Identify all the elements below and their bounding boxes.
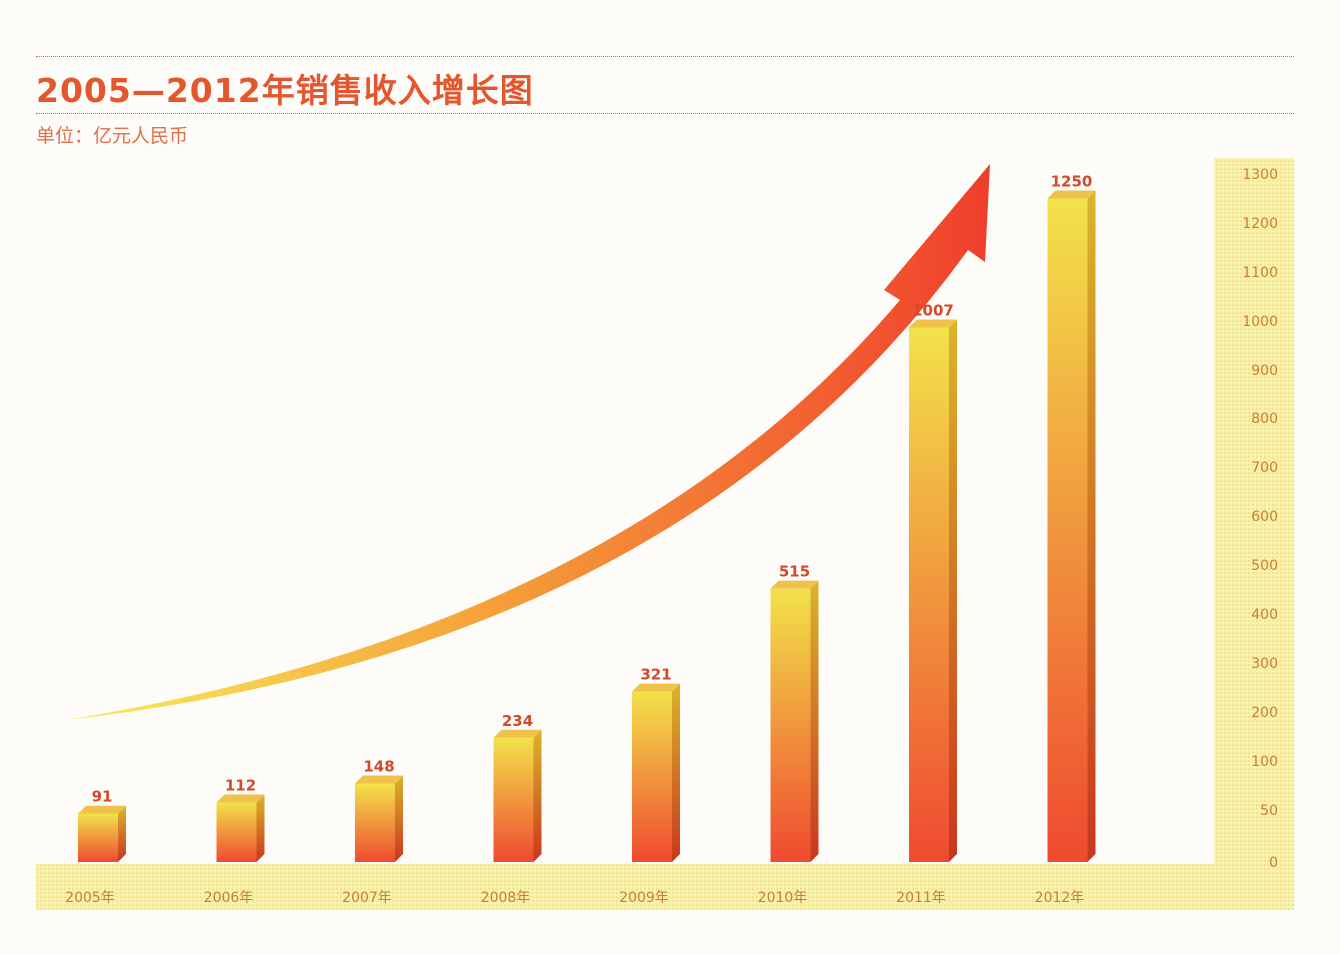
chart-title: 2005—2012年销售收入增长图 — [36, 71, 534, 110]
bar-2011年: 1007 — [909, 302, 957, 862]
x-tick-label: 2011年 — [896, 890, 946, 906]
bar-side — [395, 775, 403, 862]
bar-side — [533, 729, 542, 862]
title-bottom-rule — [36, 113, 1294, 114]
bar-side — [1087, 190, 1096, 863]
bar-top — [493, 729, 542, 738]
y-tick-label: 500 — [1251, 558, 1278, 574]
bar-side — [949, 319, 957, 862]
x-tick-label: 2005年 — [65, 890, 115, 906]
bar-2005年: 91 — [78, 788, 126, 862]
bar-top — [632, 683, 680, 692]
bar-2007年: 148 — [355, 757, 403, 862]
x-tick-label: 2007年 — [342, 890, 392, 906]
bar-value-label: 515 — [779, 563, 810, 581]
bar-value-label: 91 — [92, 788, 113, 806]
x-tick-label: 2009年 — [619, 890, 669, 906]
y-tick-label: 800 — [1251, 411, 1278, 427]
y-tick-label: 1200 — [1242, 216, 1278, 232]
unit-label: 单位：亿元人民币 — [36, 125, 189, 147]
x-tick-label: 2010年 — [758, 890, 808, 906]
trend-arrow — [66, 164, 990, 720]
bar-front — [909, 327, 949, 862]
y-tick-label: 600 — [1251, 509, 1278, 525]
x-tick-label: 2008年 — [481, 890, 531, 906]
y-tick-label: 700 — [1251, 460, 1278, 476]
bar-front — [78, 813, 118, 862]
y-tick-label: 200 — [1251, 705, 1278, 721]
y-tick-label: 300 — [1251, 656, 1278, 672]
bar-value-label: 1007 — [912, 302, 954, 320]
bar-front — [632, 691, 672, 862]
bar-side — [256, 794, 265, 862]
y-tick-label: 50 — [1260, 803, 1278, 819]
bar-2010年: 515 — [770, 563, 819, 862]
bar-top — [1047, 190, 1096, 199]
bar-top — [78, 805, 126, 814]
y-tick-label: 400 — [1251, 607, 1278, 623]
bar-top — [909, 319, 957, 328]
y-tick-label: 900 — [1251, 363, 1278, 379]
bar-value-label: 148 — [363, 757, 394, 775]
bar-top — [216, 794, 265, 803]
bar-value-label: 321 — [640, 666, 671, 684]
x-axis-band — [36, 864, 1294, 910]
y-axis-band — [1214, 158, 1294, 870]
y-tick-label: 1000 — [1242, 314, 1278, 330]
bar-2006年: 112 — [216, 777, 265, 862]
bar-top — [770, 580, 819, 589]
x-tick-label: 2006年 — [204, 890, 254, 906]
y-tick-label: 0 — [1269, 855, 1278, 871]
bar-front — [770, 588, 811, 862]
title-top-rule — [36, 56, 1294, 57]
bar-2008年: 234 — [493, 712, 542, 862]
bar-front — [1047, 198, 1088, 863]
bar-2009年: 321 — [632, 666, 680, 862]
bar-front — [355, 783, 395, 862]
bar-value-label: 234 — [502, 712, 533, 730]
y-tick-label: 1100 — [1242, 265, 1278, 281]
x-tick-label: 2012年 — [1035, 890, 1085, 906]
bar-side — [672, 683, 680, 862]
bar-top — [355, 775, 403, 784]
bar-front — [216, 802, 257, 862]
bar-value-label: 1250 — [1051, 173, 1093, 191]
bar-2012年: 1250 — [1047, 173, 1096, 863]
y-tick-label: 1300 — [1242, 167, 1278, 183]
y-tick-label: 100 — [1251, 754, 1278, 770]
bar-side — [810, 580, 819, 862]
bar-value-label: 112 — [225, 777, 256, 795]
bar-side — [118, 805, 126, 862]
bar-front — [493, 737, 534, 862]
